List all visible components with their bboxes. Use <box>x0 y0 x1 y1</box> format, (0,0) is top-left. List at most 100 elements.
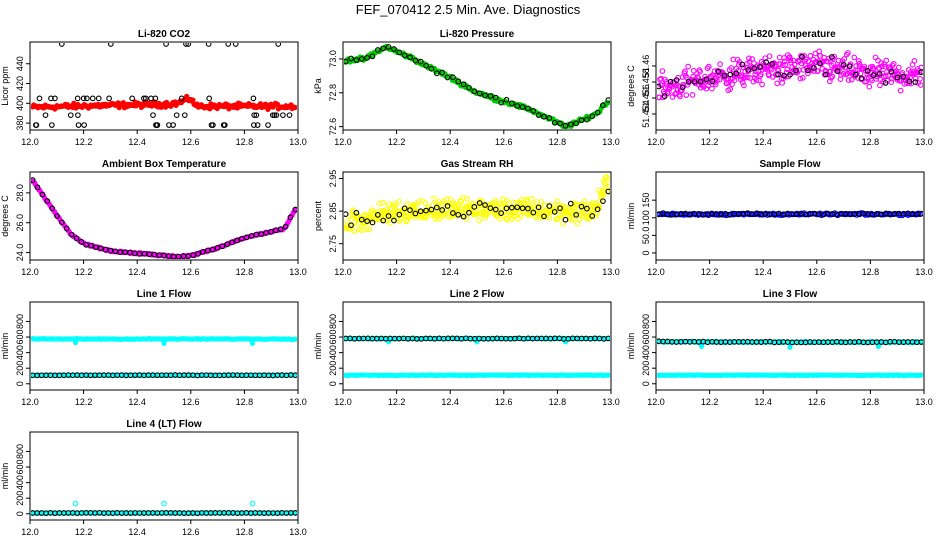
data-point <box>811 65 817 71</box>
data-point <box>487 93 494 99</box>
data-point <box>535 204 542 211</box>
series-2 <box>72 500 256 507</box>
data-point <box>551 119 558 126</box>
data-point <box>503 96 510 103</box>
data-point <box>49 122 55 128</box>
x-tick-label: 12.0 <box>21 397 39 407</box>
data-point <box>605 372 610 378</box>
data-point <box>292 104 297 111</box>
data-point <box>277 226 284 232</box>
x-tick-label: 12.8 <box>549 137 567 147</box>
plot-frame <box>342 171 612 261</box>
y-tick-label: 600 <box>328 330 338 345</box>
data-point <box>471 204 478 210</box>
data-point <box>401 205 408 212</box>
data-point <box>391 217 397 224</box>
data-point <box>600 192 607 199</box>
data-point <box>870 72 877 79</box>
x-tick-label: 13.0 <box>602 137 620 147</box>
data-point <box>75 122 82 128</box>
data-point <box>603 174 610 180</box>
data-point <box>72 500 79 507</box>
x-tick-label: 12.8 <box>862 267 880 277</box>
data-point <box>677 93 683 100</box>
data-point <box>705 63 712 70</box>
data-point <box>605 335 610 342</box>
data-point <box>487 205 494 212</box>
data-point <box>170 122 176 128</box>
data-point <box>153 122 159 128</box>
data-point <box>605 97 610 103</box>
data-point <box>396 199 402 205</box>
data-point <box>546 214 553 221</box>
series-2 <box>344 372 610 379</box>
data-point <box>514 103 521 109</box>
y-tick-label: 51.456 <box>641 84 651 112</box>
data-point <box>697 78 704 85</box>
series-1 <box>31 509 297 517</box>
data-point <box>851 54 858 61</box>
data-point <box>503 205 510 212</box>
data-point <box>396 211 403 218</box>
data-point <box>492 197 499 204</box>
series-1 <box>657 53 923 100</box>
data-point <box>150 112 156 119</box>
x-tick-label: 13.0 <box>915 397 933 407</box>
data-point <box>841 56 848 62</box>
data-point <box>560 220 567 227</box>
plot-frame <box>29 431 299 521</box>
data-point <box>716 76 723 83</box>
x-tick-label: 12.0 <box>21 527 39 537</box>
y-tick-label: 0 <box>641 381 651 386</box>
x-tick-label: 12.4 <box>128 267 146 277</box>
data-point <box>727 86 733 92</box>
data-point <box>280 112 286 119</box>
series-1 <box>344 188 610 229</box>
data-point <box>385 213 392 219</box>
x-tick-label: 12.8 <box>549 267 567 277</box>
y-tick-label: 200 <box>641 361 651 376</box>
data-point <box>876 71 883 77</box>
data-point <box>458 201 465 208</box>
y-axis-label: degrees C <box>0 195 10 237</box>
data-point <box>349 207 356 214</box>
data-point <box>49 205 55 212</box>
data-point <box>599 191 605 198</box>
data-point <box>828 54 835 60</box>
y-tick-label: 0 <box>328 381 338 386</box>
data-point <box>805 67 811 74</box>
data-point <box>84 95 90 102</box>
data-point <box>530 209 537 216</box>
data-point <box>562 216 569 223</box>
y-tick-label: 100 <box>641 210 651 225</box>
x-tick-label: 12.8 <box>236 137 254 147</box>
data-point <box>268 228 274 235</box>
data-point <box>918 210 923 217</box>
data-point <box>807 53 814 59</box>
y-tick-label: 420 <box>15 76 25 91</box>
data-point <box>530 108 537 114</box>
data-point <box>460 81 467 88</box>
data-point <box>508 216 515 223</box>
plot-points <box>31 500 297 517</box>
plot-points <box>344 174 610 235</box>
data-point <box>369 207 375 213</box>
data-point <box>89 95 96 102</box>
x-tick-label: 12.2 <box>388 267 406 277</box>
data-point <box>519 104 526 110</box>
data-point <box>439 207 446 213</box>
data-point <box>775 71 781 78</box>
data-point <box>348 55 354 62</box>
data-point <box>292 336 297 342</box>
plot-points <box>344 335 610 379</box>
data-point <box>286 112 293 119</box>
data-point <box>739 61 746 68</box>
series-1 <box>344 335 610 342</box>
data-point <box>407 207 413 213</box>
y-tick-label: 440 <box>15 56 25 71</box>
data-point <box>508 204 515 211</box>
data-point <box>248 233 255 239</box>
data-point <box>234 237 240 244</box>
data-point <box>659 68 666 74</box>
data-point <box>52 95 58 102</box>
